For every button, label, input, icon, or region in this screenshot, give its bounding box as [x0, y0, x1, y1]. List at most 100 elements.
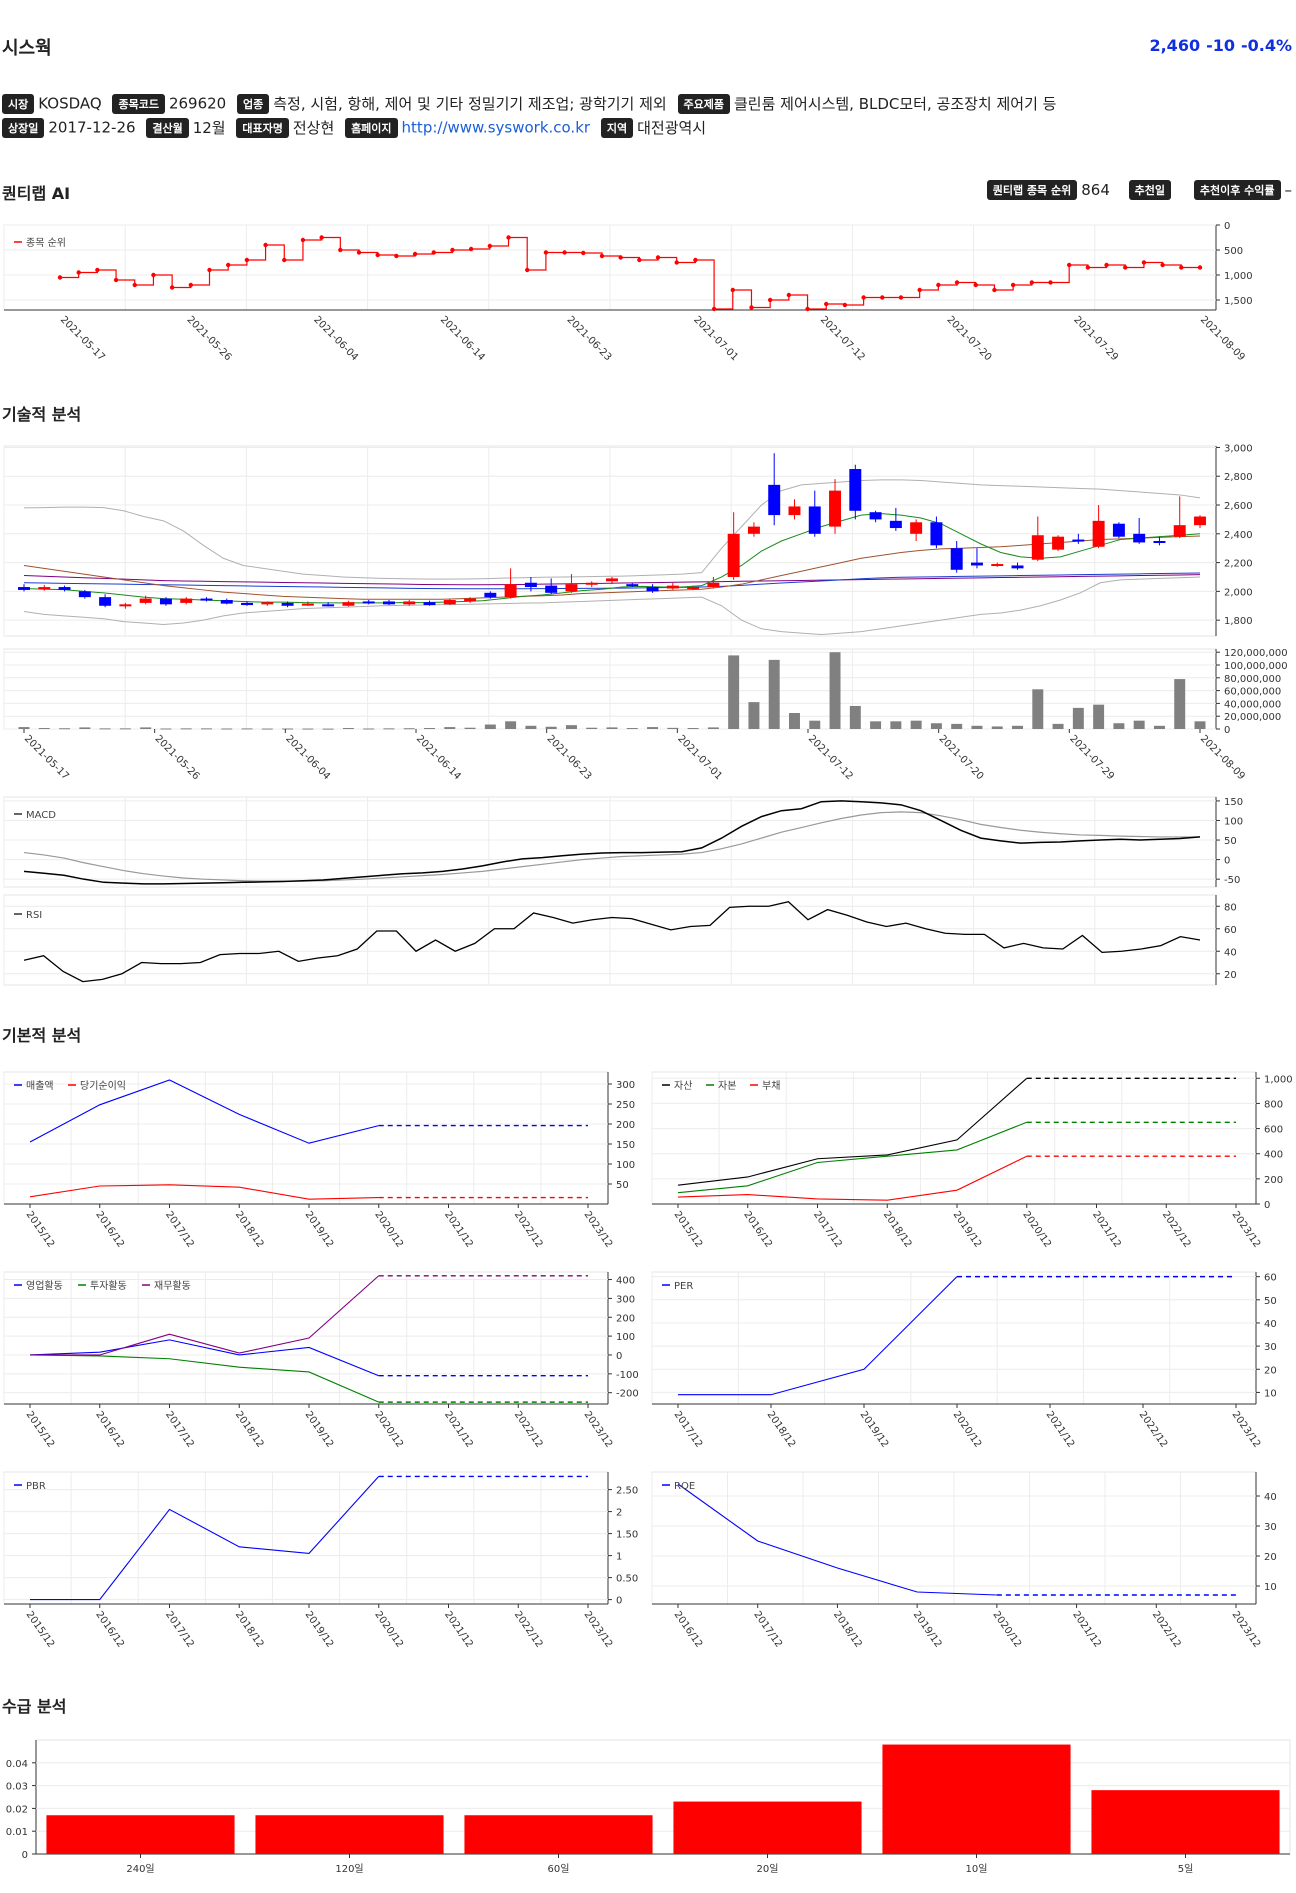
rank-point [487, 243, 493, 249]
supply-bar [882, 1744, 1071, 1854]
x-tick-label: 5일 [1178, 1863, 1194, 1875]
company-name: 시스웍 [2, 38, 52, 59]
candle-body [241, 602, 254, 606]
y-tick-label: 150 [616, 1140, 635, 1151]
y-tick-label: 2,000 [1224, 587, 1253, 598]
x-tick-label: 2022/12 [1150, 1609, 1183, 1649]
rank-point [169, 285, 175, 290]
balance-chart: 1,000 800 600 400 200 0 2015/12 2016/12 2017/12 2… [651, 1071, 1293, 1250]
rank-point [618, 255, 623, 260]
x-tick-label: 2020/12 [372, 1209, 405, 1249]
candle-body [1072, 539, 1085, 542]
y-tick-label: 2,200 [1224, 559, 1253, 570]
x-tick-label: 2021-06-14 [414, 733, 463, 782]
roe-series-line [677, 1483, 997, 1596]
x-tick-label: 2019/12 [303, 1409, 336, 1449]
rank-point [356, 250, 362, 255]
candle-body [768, 484, 781, 516]
fiscal-month-value: 12월 [192, 119, 226, 137]
x-tick-label: 2021/12 [1044, 1409, 1077, 1449]
candle-body [970, 562, 983, 566]
rank-point [412, 251, 418, 257]
y-tick-label: -50 [1224, 875, 1240, 886]
x-tick-label: 2021-07-12 [818, 314, 867, 363]
x-tick-label: 2015/12 [24, 1609, 57, 1649]
candle-body [200, 598, 213, 601]
y-tick-label: 80 [1224, 902, 1237, 913]
y-tick-label: 20,000,000 [1224, 712, 1281, 723]
rank-point [1010, 282, 1016, 288]
indicator-bb_upper [23, 479, 1201, 580]
y-tick-label: 200 [616, 1120, 635, 1131]
section-ai-title: 퀀티랩 AI [2, 184, 71, 203]
y-tick-label: 1.50 [616, 1530, 638, 1541]
y-tick-label: 400 [1264, 1150, 1283, 1161]
x-tick-label: 2021-07-20 [937, 733, 986, 782]
candle-body [524, 582, 537, 588]
section-technical-title: 기술적 분석 [2, 405, 82, 424]
x-tick-label: 2021-08-09 [1198, 314, 1247, 363]
rank-point [1141, 260, 1147, 265]
volume-bar [930, 723, 942, 729]
ai-summary: 퀀티랩 종목 순위 864 추천일 추천이후 수익률 – [986, 180, 1292, 200]
x-tick-label: 2018/12 [765, 1409, 798, 1449]
rank-point [244, 257, 250, 263]
rank-point [1048, 280, 1053, 285]
volume-bar [484, 724, 496, 729]
volume-bar [1093, 704, 1105, 729]
x-tick-label: 2015/12 [24, 1209, 57, 1249]
region-value: 대전광역시 [637, 119, 707, 137]
x-tick-label: 120일 [335, 1863, 363, 1875]
candle-body [626, 584, 639, 587]
price-change: -10 [1206, 36, 1235, 55]
volume-bar [829, 652, 841, 729]
rank-point [1197, 265, 1203, 270]
indicator-bb_lower [23, 576, 1201, 636]
y-tick-label: 2 [616, 1508, 622, 1519]
y-tick-label: 10 [1264, 1388, 1277, 1399]
volume-bar [748, 702, 760, 729]
homepage-link[interactable]: http://www.syswork.co.kr [401, 118, 591, 137]
x-tick-label: 2021-05-17 [58, 314, 107, 363]
per-chart: 60 50 40 30 20 10 2017/12 2018/12 2019/12 2020/12… [651, 1271, 1277, 1450]
candle-body [281, 602, 294, 606]
y-tick-label: 50 [1224, 836, 1237, 847]
x-tick-label: 2021-06-04 [283, 733, 332, 782]
macd-line [23, 800, 1201, 885]
x-tick-label: 2021-06-04 [311, 314, 360, 363]
legend-label: 재무활동 [154, 1279, 191, 1292]
fiscal-month-badge: 결산월 [146, 117, 189, 138]
volume-bar [1194, 721, 1206, 729]
legend-label: 당기순이익 [80, 1080, 126, 1092]
per-series-line [678, 1276, 958, 1396]
candle-body [261, 602, 274, 605]
x-tick-label: 2021/12 [442, 1409, 475, 1449]
rank-point [562, 250, 567, 255]
y-tick-label: 20 [1264, 1552, 1277, 1563]
rank-point [543, 250, 549, 255]
volume-bar [1032, 689, 1044, 729]
rank-point [898, 295, 904, 300]
y-tick-label: 2,800 [1224, 472, 1253, 483]
volume-bar [160, 728, 172, 730]
x-tick-label: 2023/12 [582, 1409, 615, 1449]
y-tick-label: 0 [1264, 1200, 1270, 1211]
rank-point [674, 260, 679, 265]
candle-body [139, 598, 152, 603]
volume-bar [403, 728, 415, 730]
supply-bar [255, 1815, 444, 1854]
legend-label: MACD [26, 810, 56, 821]
candle-body [403, 601, 416, 605]
candle-body [1194, 516, 1206, 526]
x-tick-label: 2023/12 [1230, 1609, 1263, 1649]
y-tick-label: 400 [616, 1276, 635, 1287]
y-tick-label: 0.02 [6, 1804, 28, 1815]
x-tick-label: 2019/12 [303, 1609, 336, 1649]
candle-body [180, 598, 193, 603]
x-tick-label: 2022/12 [1137, 1409, 1170, 1449]
section-fundamental-title: 기본적 분석 [2, 1026, 82, 1045]
rsi-line [23, 901, 1201, 983]
revenue-series-line [29, 1079, 379, 1144]
volume-chart: 120,000,000 100,000,000 80,000,000 60,000,0… [3, 648, 1288, 782]
y-tick-label: 500 [1224, 246, 1243, 257]
